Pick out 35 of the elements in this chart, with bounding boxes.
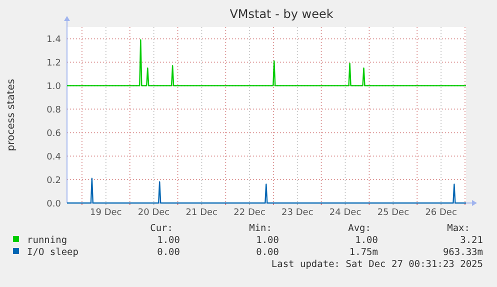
y-tick-label: 0.4 — [46, 152, 62, 163]
y-tick-label: 1.0 — [46, 82, 62, 92]
y-axis-title: process states — [6, 78, 17, 152]
y-tick-label: 0.6 — [46, 129, 62, 140]
text: 1.00 — [157, 235, 180, 246]
legend-label: I/O sleep — [27, 247, 79, 258]
text: 963.33m — [442, 247, 484, 258]
line-series — [66, 39, 467, 86]
x-tick-label: 19 Dec — [90, 208, 122, 218]
y-tick-label: 0.0 — [46, 200, 62, 210]
x-tick-label: 25 Dec — [377, 208, 410, 218]
text: Max: — [447, 223, 470, 234]
text: 1.00 — [256, 235, 280, 246]
text: 1.75m — [349, 247, 378, 258]
text: Last update: Sat Dec 27 00:31:23 2025 — [271, 259, 483, 270]
line-series — [66, 178, 467, 204]
chart-title: VMstat - by week — [230, 7, 334, 21]
x-tick-label: 26 Dec — [425, 208, 457, 218]
text: 3.21 — [460, 235, 484, 246]
text: 1.00 — [355, 235, 378, 246]
x-tick-label: 23 Dec — [282, 208, 314, 218]
text: 0.00 — [256, 247, 280, 258]
x-tick-label: 20 Dec — [138, 208, 170, 218]
y-tick-label: 0.2 — [46, 176, 61, 186]
text: Cur: — [150, 223, 173, 234]
text: Avg: — [348, 223, 371, 234]
x-tick-label: 22 Dec — [234, 208, 266, 218]
y-tick-label: 1.4 — [46, 35, 62, 46]
y-tick-label: 0.8 — [46, 106, 62, 116]
y-tick-label: 1.2 — [46, 58, 61, 69]
text: Min: — [249, 223, 272, 234]
text: 0.00 — [157, 247, 180, 258]
x-tick-label: 21 Dec — [186, 208, 218, 218]
x-tick-label: 24 Dec — [329, 208, 362, 218]
legend-label: running — [27, 235, 68, 246]
